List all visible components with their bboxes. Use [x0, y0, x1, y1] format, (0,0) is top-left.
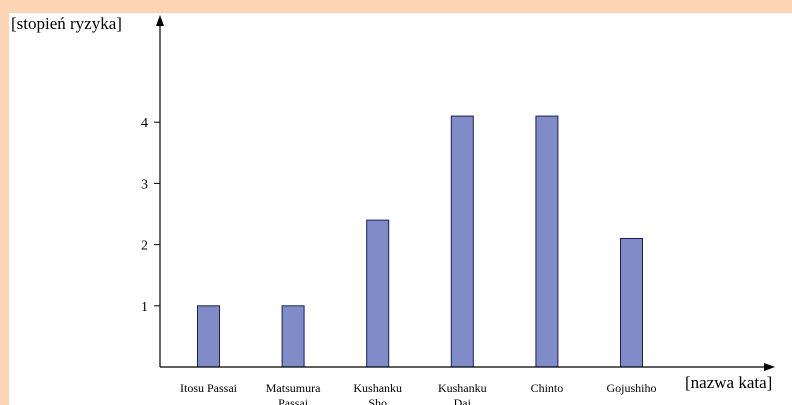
bars-group — [197, 115, 643, 368]
x-tick-label: Itosu Passai — [180, 381, 238, 395]
bar — [281, 305, 305, 368]
bar — [197, 305, 220, 368]
chart-frame: 1 2 3 4 Itosu Passai Matsumura Passai Kushanku… — [9, 13, 792, 405]
x-tick-label: Kushanku — [438, 381, 487, 395]
x-tick-label: Matsumura — [266, 381, 321, 395]
x-tick-label: Passai — [278, 396, 309, 405]
y-tick-label: 1 — [141, 300, 148, 315]
bar — [620, 237, 643, 368]
y-axis-title: [stopień ryzyka] — [11, 14, 122, 33]
x-tick-label: Chinto — [531, 381, 564, 395]
bar — [450, 115, 474, 368]
x-axis-title: [nazwa kata] — [685, 373, 772, 392]
y-tick-label: 2 — [141, 239, 148, 254]
y-axis-arrow — [156, 15, 164, 26]
x-axis-arrow — [764, 363, 775, 371]
x-tick-label: Kushanku — [353, 381, 402, 395]
x-tick-label: Dai — [454, 396, 472, 405]
x-tick-label: Sho — [368, 396, 387, 405]
x-tick-label: Gojushiho — [606, 381, 656, 395]
x-labels-group: Itosu Passai MatsumuraPassaiKushankuShoKu… — [180, 381, 657, 405]
bar — [535, 115, 559, 368]
y-ticks-group: 1 2 3 4 — [141, 116, 160, 315]
axes-group — [156, 15, 775, 371]
y-tick-label: 3 — [141, 177, 148, 192]
bar — [366, 219, 390, 368]
y-tick-label: 4 — [141, 116, 148, 131]
